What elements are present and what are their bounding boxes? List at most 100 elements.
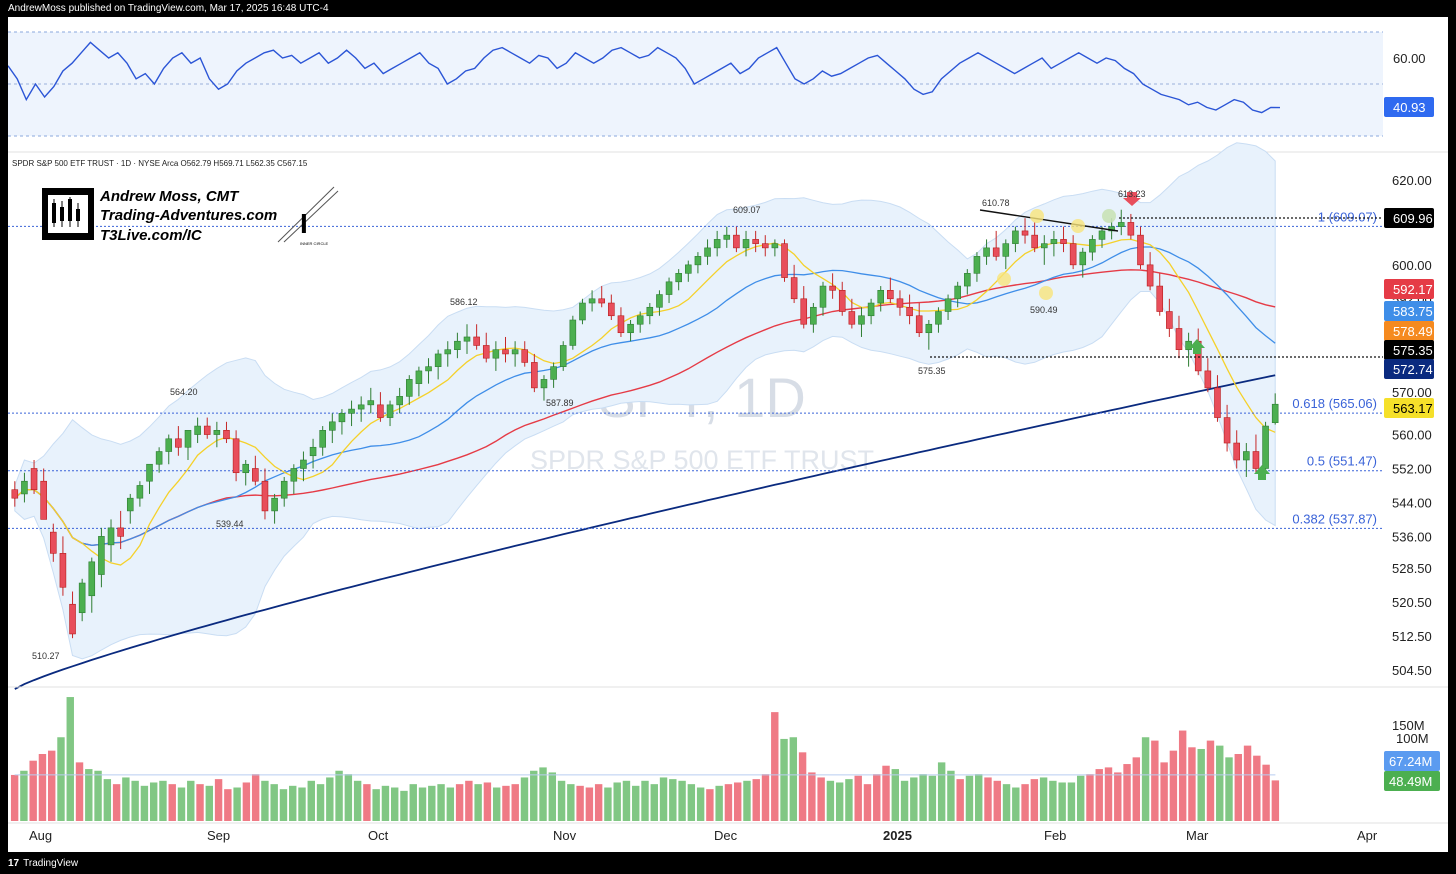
candle-body [973,256,981,274]
annotation-575-35: 575.35 [918,366,946,376]
last-value-badge [1384,279,1434,299]
candle-body [617,315,625,334]
candle-body [69,603,76,635]
volume-bar [1021,784,1029,821]
candle [1069,235,1077,270]
candle-body [184,430,192,448]
volume-bar [1151,740,1159,821]
candle [867,298,875,325]
chart-svg[interactable]: 60.00 40.93 SPDR S&P 500 ETF TRUST · 1D … [7,17,1448,852]
volume-bar [409,784,417,821]
candle-body [694,256,702,266]
candles-logo-icon [52,197,80,227]
marker-circle [1030,209,1044,223]
tradingview-logo-icon: 17 [8,857,20,869]
ma-200-line [14,374,1276,690]
volume-bar [474,784,482,821]
candle [1146,252,1154,291]
candle [367,387,375,414]
candle [252,455,259,486]
candle-body [338,413,346,423]
candle [1271,393,1279,425]
volume-bar [1132,757,1141,821]
candle [1243,443,1250,477]
candle [357,396,365,422]
fib-label: 0.5 (551.47) [1307,454,1377,469]
candle-body [1262,425,1269,469]
volume-bar [363,784,371,821]
candle-body [675,273,682,283]
volume-bar [678,780,686,821]
volume-bar [548,772,557,821]
candle-body [463,336,471,342]
volume-bar [687,784,696,821]
candle [1204,358,1212,393]
candle-body [415,370,423,384]
candle [280,476,288,507]
volume-bar [696,787,705,821]
last-value-label: 609.96 [1393,211,1433,226]
volume-bar [57,737,65,821]
last-value-badge [1384,301,1434,321]
annotation-609-07: 609.07 [733,205,761,215]
candle [136,481,144,507]
volume-panel: 150M 100M 67.24M 48.49M [10,697,1440,821]
volume-bar [1002,784,1011,821]
volume-bar [1253,755,1261,821]
brand-name: Andrew Moss, CMT [99,188,240,205]
brand-link: T3Live.com/IC [100,227,203,244]
volume-bar [669,779,677,821]
candle-body [386,404,394,418]
candle [261,468,269,520]
candle [415,366,423,397]
candle-body [1117,222,1125,227]
volume-bar [1225,757,1233,821]
chart-area[interactable]: 60.00 40.93 SPDR S&P 500 ETF TRUST · 1D … [7,17,1448,852]
candle [1233,430,1240,469]
rsi-panel: 60.00 40.93 [7,31,1434,137]
candle-body [685,264,692,274]
candle [184,430,192,460]
price-tick-label: 528.50 [1392,561,1432,576]
volume-bar [1243,745,1252,821]
volume-bar [112,784,121,821]
candle [386,400,394,427]
candle-body [232,438,240,474]
price-tick-label: 512.50 [1392,629,1432,644]
price-tick-label: 536.00 [1392,529,1432,544]
volume-bar [947,770,955,821]
candle [1175,315,1183,359]
candle [675,269,682,291]
volume-bar [224,789,232,821]
candle [627,320,634,342]
volume-bar [75,762,84,821]
volume-bar [446,787,455,821]
candle [713,230,721,257]
footer: 17 TradingView [8,855,78,871]
volume-bar [1197,748,1205,821]
rsi-tick-label: 60.00 [1393,51,1426,66]
candle [1214,375,1221,422]
candle [30,460,38,494]
candle-body [665,281,673,295]
candle [1098,226,1106,248]
candle-body [1156,285,1164,312]
candle [665,277,673,304]
candle-body [752,239,759,244]
candle-body [1137,234,1144,266]
candle [223,421,230,444]
volume-bar [650,784,658,821]
volume-bar [817,777,825,821]
candle [636,311,644,333]
volume-bar [251,774,260,821]
candle-body [261,480,269,512]
candle-body [877,290,885,304]
volume-bar [428,785,436,821]
candle-body [704,247,711,257]
price-tick-label: 560.00 [1392,428,1432,443]
candle-body [598,298,605,304]
candle [40,468,47,520]
candle [588,290,596,312]
volume-bar [391,787,399,821]
